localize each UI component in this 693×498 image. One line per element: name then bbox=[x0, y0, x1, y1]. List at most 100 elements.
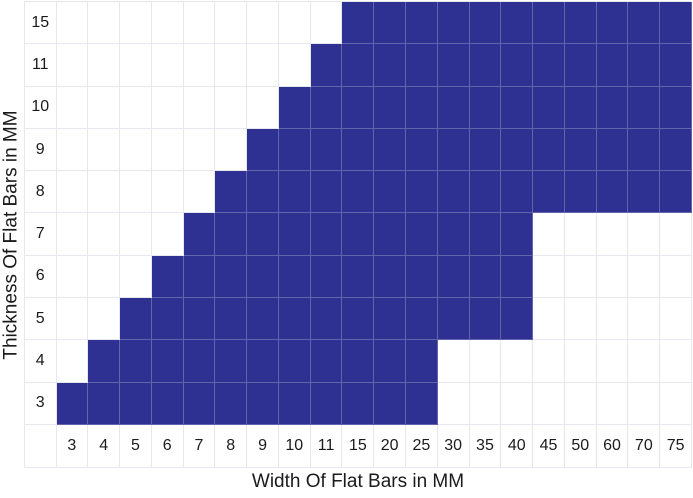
heatmap-cell bbox=[247, 86, 279, 129]
heatmap-cell bbox=[501, 213, 534, 256]
heatmap-cell bbox=[533, 171, 565, 214]
heatmap-cell bbox=[406, 298, 438, 341]
heatmap-cell bbox=[596, 2, 629, 45]
heatmap-cell bbox=[374, 171, 407, 214]
x-tick-label: 11 bbox=[310, 424, 343, 468]
heatmap-cell bbox=[660, 382, 692, 425]
heatmap-cell bbox=[660, 2, 692, 45]
heatmap-cell bbox=[183, 2, 216, 45]
heatmap-cell bbox=[533, 44, 565, 87]
heatmap-cell bbox=[564, 340, 597, 383]
y-tick-label: 8 bbox=[25, 171, 57, 214]
heatmap-cell bbox=[183, 44, 216, 87]
y-tick-label: 10 bbox=[25, 86, 57, 129]
heatmap-cell bbox=[628, 213, 661, 256]
heatmap-cell bbox=[469, 128, 502, 172]
heatmap-cell bbox=[596, 340, 629, 383]
heatmap-cell bbox=[533, 298, 565, 341]
heatmap-cell bbox=[278, 255, 311, 299]
heatmap-cell bbox=[151, 128, 184, 172]
heatmap-cell bbox=[151, 298, 184, 341]
y-tick-label: 3 bbox=[25, 382, 57, 425]
heatmap-cell bbox=[437, 213, 470, 256]
heatmap-cell bbox=[120, 298, 152, 341]
heatmap-cell bbox=[628, 128, 661, 172]
heatmap-cell bbox=[501, 171, 534, 214]
x-tick-label: 40 bbox=[501, 424, 534, 468]
heatmap-cell bbox=[310, 213, 343, 256]
heatmap-cell bbox=[406, 213, 438, 256]
heatmap-cell bbox=[660, 44, 692, 87]
heatmap-cell bbox=[278, 2, 311, 45]
heatmap-cell bbox=[660, 86, 692, 129]
heatmap-cell bbox=[88, 128, 121, 172]
heatmap-cell bbox=[247, 44, 279, 87]
heatmap-cell bbox=[533, 255, 565, 299]
heatmap-cell bbox=[564, 44, 597, 87]
heatmap-cell bbox=[406, 255, 438, 299]
heatmap-cell bbox=[120, 382, 152, 425]
heatmap-cell bbox=[120, 171, 152, 214]
heatmap-cell bbox=[437, 171, 470, 214]
heatmap-cell bbox=[533, 128, 565, 172]
heatmap-cell bbox=[660, 213, 692, 256]
heatmap-cell bbox=[628, 44, 661, 87]
heatmap-cell bbox=[533, 213, 565, 256]
x-tick-label: 25 bbox=[406, 424, 438, 468]
heatmap-cell bbox=[469, 255, 502, 299]
heatmap-cell bbox=[374, 44, 407, 87]
y-tick-label: 4 bbox=[25, 340, 57, 383]
heatmap-cell bbox=[247, 171, 279, 214]
heatmap-cell bbox=[120, 128, 152, 172]
heatmap-cell bbox=[437, 128, 470, 172]
heatmap-cell bbox=[56, 213, 89, 256]
heatmap-cell bbox=[151, 340, 184, 383]
heatmap-cell bbox=[596, 171, 629, 214]
heatmap-cell bbox=[120, 213, 152, 256]
heatmap-cell bbox=[660, 128, 692, 172]
heatmap-cell bbox=[278, 382, 311, 425]
heatmap-cell bbox=[469, 382, 502, 425]
heatmap-cell bbox=[564, 213, 597, 256]
heatmap-cell bbox=[374, 2, 407, 45]
heatmap-cell bbox=[469, 340, 502, 383]
heatmap-cell bbox=[501, 382, 534, 425]
heatmap-cell bbox=[56, 128, 89, 172]
x-tick-label: 15 bbox=[342, 424, 375, 468]
heatmap-cell bbox=[56, 382, 89, 425]
heatmap-cell bbox=[278, 340, 311, 383]
x-tick-label: 10 bbox=[278, 424, 311, 468]
y-tick-label: 11 bbox=[25, 44, 57, 87]
heatmap-cell bbox=[247, 298, 279, 341]
heatmap-cell bbox=[310, 128, 343, 172]
x-tick-label: 70 bbox=[628, 424, 661, 468]
heatmap-cell bbox=[151, 382, 184, 425]
heatmap-cell bbox=[469, 298, 502, 341]
x-axis-title: Width Of Flat Bars in MM bbox=[251, 471, 465, 492]
heatmap-cell bbox=[310, 382, 343, 425]
heatmap-cell bbox=[247, 213, 279, 256]
heatmap-cell bbox=[596, 382, 629, 425]
heatmap-cell bbox=[374, 340, 407, 383]
heatmap-cell bbox=[342, 2, 375, 45]
y-tick-label: 6 bbox=[25, 255, 57, 299]
heatmap-cell bbox=[247, 340, 279, 383]
heatmap-cell bbox=[660, 298, 692, 341]
heatmap-cell bbox=[564, 86, 597, 129]
heatmap-cell bbox=[278, 213, 311, 256]
heatmap-cell bbox=[628, 2, 661, 45]
heatmap-cell bbox=[660, 171, 692, 214]
x-tick-label: 5 bbox=[120, 424, 152, 468]
heatmap-cell bbox=[310, 2, 343, 45]
heatmap-cell bbox=[183, 298, 216, 341]
heatmap-cell bbox=[247, 382, 279, 425]
heatmap-cell bbox=[406, 128, 438, 172]
y-tick-label: 7 bbox=[25, 213, 57, 256]
heatmap-cell bbox=[596, 213, 629, 256]
heatmap-cell bbox=[56, 171, 89, 214]
heatmap-cell bbox=[215, 213, 248, 256]
heatmap-cell bbox=[501, 128, 534, 172]
heatmap-cell bbox=[183, 128, 216, 172]
heatmap-cell bbox=[437, 86, 470, 129]
